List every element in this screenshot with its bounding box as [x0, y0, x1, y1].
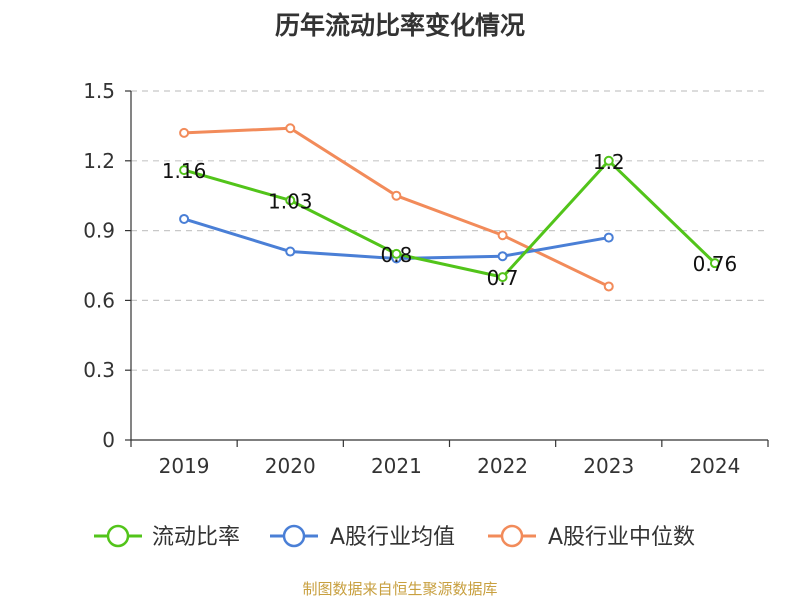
y-tick-label-2: 0.6 [83, 288, 115, 312]
legend-item-0[interactable]: 流动比率 [94, 524, 240, 550]
data-point-1-2020 [285, 246, 296, 257]
legend-marker-icon-1 [282, 524, 306, 548]
data-point-2-2019 [179, 127, 190, 138]
legend: 流动比率 A股行业均值 A股行业中位数 [94, 524, 695, 550]
data-point-2-2023 [603, 281, 614, 292]
series-0 [179, 155, 720, 283]
x-tick-label-2021: 2021 [371, 454, 422, 478]
data-point-0-2019 [179, 165, 190, 176]
data-point-2-2021 [391, 190, 402, 201]
x-tick-label-2024: 2024 [689, 454, 740, 478]
series-lines [179, 123, 720, 292]
y-tick-label-1: 0.3 [83, 358, 115, 382]
data-point-0-2020 [285, 195, 296, 206]
gridlines [131, 90, 768, 371]
data-point-2-2022 [497, 230, 508, 241]
legend-label-0: 流动比率 [152, 525, 240, 550]
legend-marker-icon-2 [500, 524, 524, 548]
data-point-1-2022 [497, 251, 508, 262]
data-labels: 1.16 1.03 0.8 0.7 1.2 0.76 [162, 150, 737, 290]
data-point-0-2022 [497, 272, 508, 283]
y-tick-label-0: 0 [102, 428, 115, 452]
x-tick-label-2023: 2023 [583, 454, 634, 478]
data-label-2020: 1.03 [268, 189, 313, 213]
data-point-1-2023 [603, 232, 614, 243]
source-note: 制图数据来自恒生聚源数据库 [302, 580, 498, 598]
data-point-0-2021 [391, 248, 402, 259]
data-point-0-2024 [709, 258, 720, 269]
x-tick-label-2022: 2022 [477, 454, 528, 478]
y-tick-label-3: 0.9 [83, 219, 115, 243]
data-label-2021: 0.8 [381, 243, 413, 267]
chart-title: 历年流动比率变化情况 [274, 11, 525, 40]
y-tick-label-4: 1.2 [83, 149, 115, 173]
data-point-2-2020 [285, 123, 296, 134]
series-line-0 [183, 159, 716, 279]
data-label-2023: 1.2 [593, 150, 625, 174]
series-2 [179, 123, 614, 292]
legend-item-1[interactable]: A股行业均值 [270, 524, 455, 550]
x-tick-label-2020: 2020 [265, 454, 316, 478]
data-label-2022: 0.7 [487, 266, 519, 290]
x-tick-label-2019: 2019 [159, 454, 210, 478]
legend-item-2[interactable]: A股行业中位数 [488, 524, 695, 550]
y-tick-label-5: 1.5 [83, 79, 115, 103]
data-point-1-2019 [179, 213, 190, 224]
data-label-2024: 0.76 [693, 252, 738, 276]
data-label-2019: 1.16 [162, 159, 207, 183]
legend-marker-icon-0 [106, 524, 130, 548]
axes: 0 0.3 0.6 0.9 1.2 1.5 2019 2020 2021 2022 2023 2024 [83, 79, 769, 478]
data-point-0-2023 [603, 155, 614, 166]
legend-label-2: A股行业中位数 [548, 525, 695, 550]
legend-label-1: A股行业均值 [330, 525, 455, 550]
